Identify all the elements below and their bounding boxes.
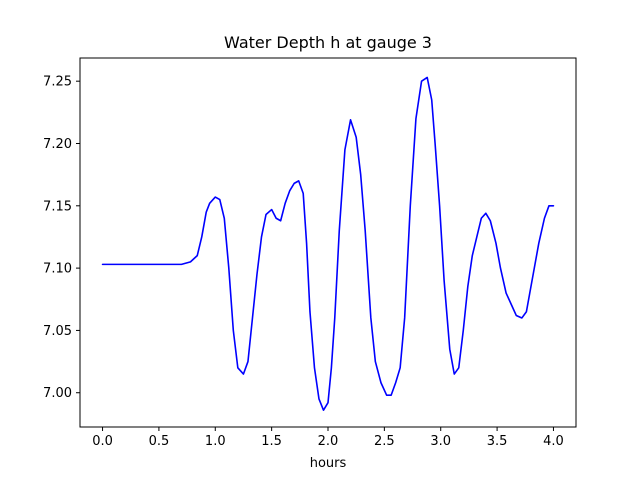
x-axis-label: hours <box>310 456 347 471</box>
y-tick-label: 7.15 <box>43 199 72 214</box>
x-tick-label: 4.0 <box>543 434 564 449</box>
x-tick-label: 3.5 <box>487 434 508 449</box>
x-tick-label: 2.5 <box>374 434 395 449</box>
y-axis: 7.00 7.05 7.10 7.15 7.20 7.25 <box>43 75 80 401</box>
plot-area <box>79 57 577 428</box>
y-tick-label: 7.20 <box>43 137 72 152</box>
y-tick-label: 7.00 <box>43 386 72 401</box>
y-tick-label: 7.10 <box>43 262 72 277</box>
x-tick-label: 0.5 <box>149 434 170 449</box>
y-tick-label: 7.05 <box>43 324 72 339</box>
x-axis: 0.0 0.5 1.0 1.5 2.0 2.5 3.0 3.5 4.0 <box>92 427 564 449</box>
y-tick-label: 7.25 <box>43 75 72 90</box>
x-tick-label: 1.5 <box>261 434 282 449</box>
x-tick-label: 2.0 <box>318 434 339 449</box>
plot-frame <box>79 57 577 428</box>
series-line-0 <box>101 76 555 411</box>
series-layer <box>101 76 555 411</box>
x-tick-label: 3.0 <box>430 434 451 449</box>
x-tick-label: 0.0 <box>92 434 113 449</box>
chart-title: Water Depth h at gauge 3 <box>224 33 432 52</box>
x-tick-label: 1.0 <box>205 434 226 449</box>
